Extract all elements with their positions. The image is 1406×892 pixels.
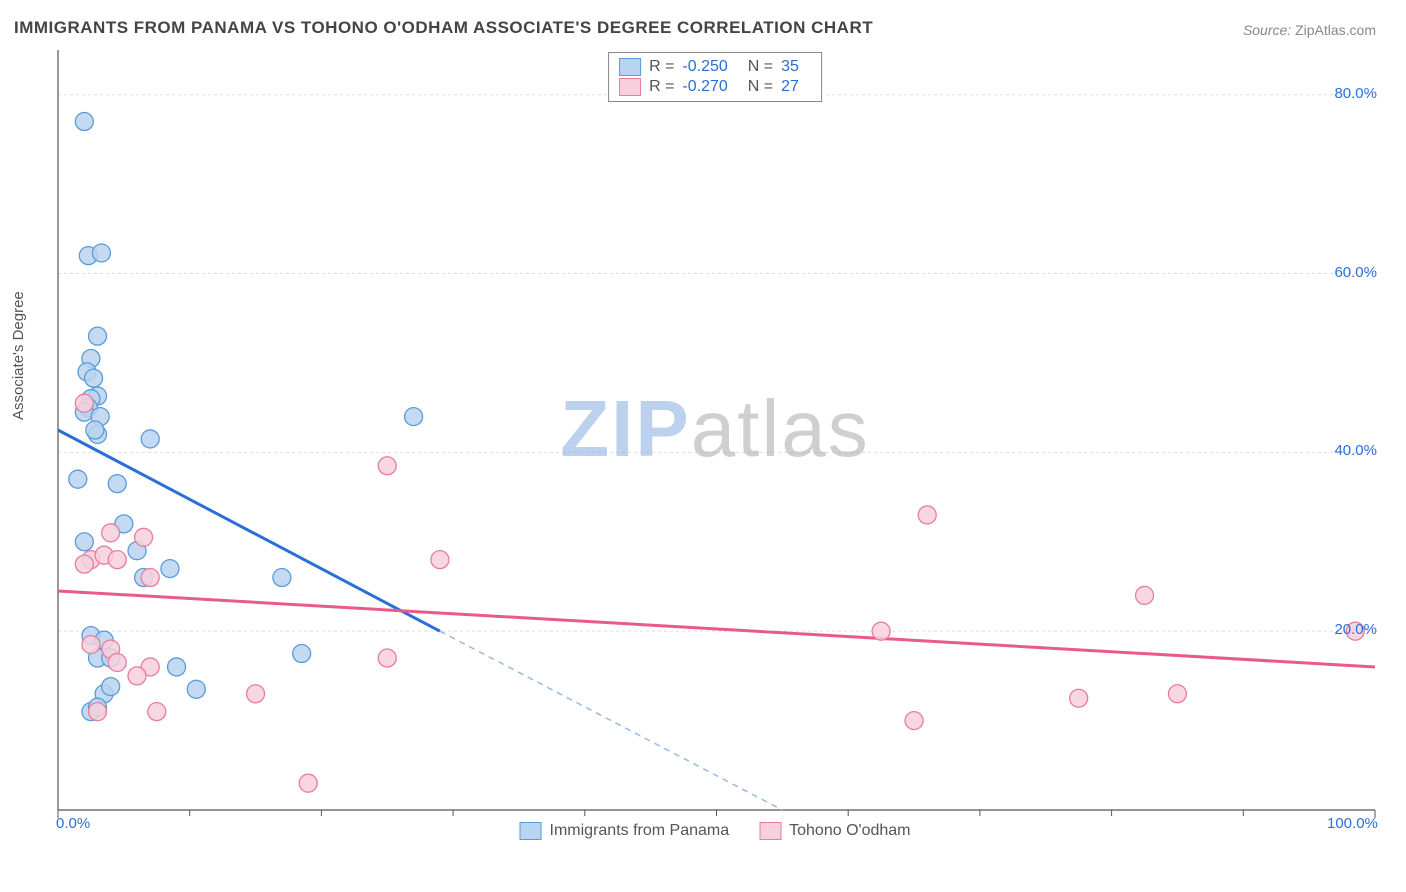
y-axis-label: Associate's Degree — [10, 291, 27, 420]
r-label: R = — [649, 78, 674, 96]
n-label: N = — [748, 78, 773, 96]
legend-swatch — [759, 822, 781, 840]
legend-series-label: Immigrants from Panama — [550, 822, 730, 840]
n-value: 35 — [781, 58, 799, 76]
legend-series-label: Tohono O'odham — [789, 822, 910, 840]
chart-title: IMMIGRANTS FROM PANAMA VS TOHONO O'ODHAM… — [14, 18, 873, 38]
r-label: R = — [649, 58, 674, 76]
scatter-plot — [45, 50, 1385, 840]
y-tick-label: 20.0% — [1334, 621, 1377, 638]
legend-series-item: Tohono O'odham — [759, 822, 910, 840]
source-value: ZipAtlas.com — [1295, 22, 1376, 38]
x-tick-max: 100.0% — [1327, 815, 1378, 832]
legend-stat-row: R = -0.250 N = 35 — [619, 57, 811, 77]
legend-series-item: Immigrants from Panama — [520, 822, 730, 840]
legend-stats: R = -0.250 N = 35 R = -0.270 N = 27 — [608, 52, 822, 102]
r-value: -0.270 — [682, 78, 727, 96]
source-label: Source: — [1243, 22, 1291, 38]
n-value: 27 — [781, 78, 799, 96]
n-label: N = — [748, 58, 773, 76]
source-attribution: Source: ZipAtlas.com — [1243, 22, 1376, 38]
y-tick-label: 60.0% — [1334, 264, 1377, 281]
y-tick-label: 80.0% — [1334, 85, 1377, 102]
chart-container: ZIPatlas R =-0.250N =35R =-0.270N =27 Im… — [45, 50, 1385, 840]
legend-stat-row: R = -0.270 N = 27 — [619, 77, 811, 97]
legend-swatch — [520, 822, 542, 840]
x-tick-min: 0.0% — [56, 815, 90, 832]
legend-swatch — [619, 78, 641, 96]
r-value: -0.250 — [682, 58, 727, 76]
y-tick-label: 40.0% — [1334, 442, 1377, 459]
legend-series: Immigrants from Panama Tohono O'odham — [520, 822, 911, 840]
legend-swatch — [619, 58, 641, 76]
